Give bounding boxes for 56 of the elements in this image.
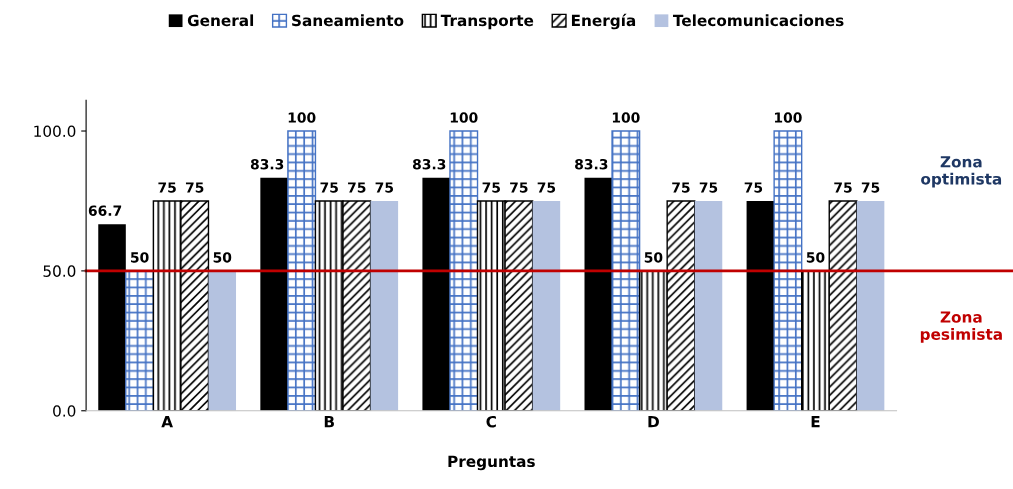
bar <box>125 270 155 411</box>
data-label: 83.3 <box>575 158 608 170</box>
data-label: 100 <box>288 112 316 123</box>
bar <box>773 130 803 411</box>
data-label: 75 <box>158 182 176 193</box>
data-label: 75 <box>744 182 763 193</box>
legend-label: Energía <box>571 13 636 30</box>
data-label: 75 <box>320 182 338 193</box>
bar <box>98 224 126 411</box>
data-label: 75 <box>699 182 718 193</box>
data-label: 100 <box>774 112 802 123</box>
annotation: Zona pesimista <box>920 311 1002 343</box>
data-label: 75 <box>348 182 366 193</box>
bar <box>449 130 479 411</box>
data-label: 50 <box>644 252 663 263</box>
data-label: 100 <box>612 112 640 123</box>
data-label: 50 <box>213 252 232 263</box>
legend-label: General <box>187 14 254 27</box>
bar <box>584 177 613 411</box>
x-tick-label: E <box>811 416 820 428</box>
data-label: 83.3 <box>250 158 284 170</box>
data-label: 75 <box>537 182 556 193</box>
y-tick-label: 50.0 <box>43 265 76 277</box>
data-label: 75 <box>672 182 690 193</box>
data-label: 75 <box>185 182 204 193</box>
x-axis-title: Preguntas <box>448 455 535 471</box>
x-tick-label: D <box>648 416 659 428</box>
data-label: 75 <box>510 182 528 193</box>
data-label: 50 <box>131 252 149 263</box>
data-label: 100 <box>450 112 478 123</box>
data-label: 83.3 <box>412 158 446 170</box>
bar <box>856 200 885 411</box>
data-label: 75 <box>482 182 500 193</box>
bar <box>370 200 399 411</box>
bar <box>208 270 237 411</box>
data-label: 50 <box>806 252 825 263</box>
bar <box>694 200 723 411</box>
data-label: 75 <box>861 182 880 193</box>
bar <box>422 177 450 411</box>
data-label: 75 <box>375 182 394 193</box>
bar <box>746 200 775 411</box>
x-tick-label: B <box>324 416 334 428</box>
bar <box>611 130 641 411</box>
legend-label: Telecomunicaciones <box>673 14 844 27</box>
bar <box>287 130 317 411</box>
x-tick-label: A <box>161 416 173 428</box>
y-tick-label: 100.0 <box>34 125 76 138</box>
y-tick-label: 0.0 <box>53 405 76 417</box>
x-tick-label: C <box>486 415 496 428</box>
legend-label: Transporte <box>440 14 534 30</box>
data-label: 66.7 <box>88 205 122 216</box>
data-label: 75 <box>834 182 852 193</box>
legend-label: Saneamiento <box>292 14 404 27</box>
bar <box>532 200 561 411</box>
bar <box>260 177 288 411</box>
annotation: Zona optimista <box>921 156 1002 188</box>
